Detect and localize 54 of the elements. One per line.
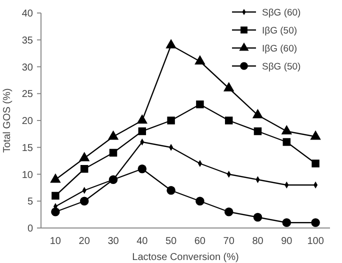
x-tick-label: 100 (307, 236, 324, 247)
point (80, 165, 88, 173)
point (224, 208, 234, 216)
x-tick-label: 90 (281, 236, 293, 247)
point (51, 208, 60, 216)
point (167, 116, 175, 124)
point (311, 218, 320, 227)
x-tick-label: 20 (78, 236, 90, 247)
point (78, 152, 90, 162)
point (138, 127, 146, 136)
x-tick-label: 10 (50, 236, 62, 247)
x-tick-label: 40 (136, 236, 148, 247)
point (224, 116, 233, 124)
y-tick-label: 5 (27, 196, 34, 208)
point (109, 148, 118, 157)
y-tick-label: 0 (27, 224, 34, 234)
point (282, 218, 292, 227)
x-tick-label: 70 (223, 236, 235, 247)
y-tick-label: 30 (22, 62, 34, 74)
point (254, 127, 262, 136)
point (252, 108, 264, 118)
x-tick-label: 30 (108, 236, 120, 247)
point (312, 160, 320, 168)
y-tick-label: 25 (22, 89, 34, 100)
point (281, 125, 292, 134)
point (52, 192, 60, 200)
legend-label: SβG (50) (262, 61, 301, 72)
point (282, 138, 291, 146)
legend-label: SβG (60) (262, 7, 301, 18)
point (136, 114, 148, 124)
y-tick-label: 10 (22, 170, 34, 181)
point (223, 82, 234, 92)
point (80, 196, 89, 206)
point (166, 39, 176, 48)
point (196, 100, 204, 108)
point (138, 164, 147, 174)
x-axis-title: Lactose Conversion (%) (132, 252, 239, 263)
point (50, 173, 61, 183)
y-axis-title: Total GOS (%) (2, 88, 13, 153)
point (194, 55, 206, 64)
point (253, 212, 262, 222)
y-tick-label: 40 (22, 8, 34, 20)
x-tick-label: 80 (252, 236, 264, 247)
y-tick-label: 20 (22, 116, 34, 127)
y-tick-label: 15 (22, 142, 34, 154)
point (108, 130, 119, 140)
legend-label: IβG (60) (262, 43, 298, 54)
point (310, 130, 321, 140)
point (166, 186, 176, 195)
y-tick-label: 35 (22, 35, 34, 46)
x-tick-label: 50 (165, 236, 178, 247)
legend-label: IβG (50) (262, 25, 298, 36)
x-tick-label: 60 (194, 236, 206, 247)
point (196, 196, 204, 206)
